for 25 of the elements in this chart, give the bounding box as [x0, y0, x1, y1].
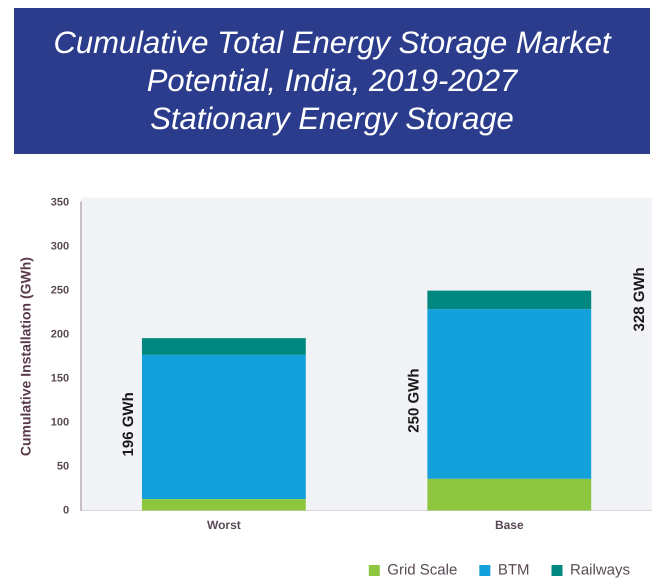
bar — [142, 338, 306, 355]
y-tick-label: 0 — [63, 504, 70, 517]
annotation: 328 GWh — [631, 267, 648, 332]
bar — [142, 499, 306, 511]
y-tick-label: 300 — [50, 240, 70, 253]
bar — [142, 354, 306, 500]
legend-label: BTM — [498, 562, 530, 579]
chart-subtitle: Stationary Energy Storage — [149, 100, 515, 138]
bar — [427, 290, 592, 310]
total-label: 196 GWh — [120, 392, 138, 456]
bar — [427, 478, 592, 511]
y-tick-label: 150 — [50, 372, 70, 385]
y-tick-label: 250 — [50, 284, 70, 297]
x-tick-label: Base — [494, 518, 524, 532]
y-tick-label: 100 — [50, 416, 70, 429]
chart-title: Cumulative Total Energy Storage Market Potential, India, 2019-2027 — [52, 24, 613, 100]
total-label: 250 GWh — [405, 368, 422, 433]
legend-label: Grid Scale — [387, 562, 458, 579]
x-tick-label: Worst — [206, 518, 241, 532]
y-tick-label: 50 — [56, 460, 70, 473]
bar — [427, 309, 592, 479]
y-axis-title: Cumulative Installation (GWh) — [17, 257, 34, 456]
legend-label: Railways — [570, 562, 630, 579]
y-tick-label: 200 — [50, 328, 70, 341]
y-tick-label: 350 — [50, 196, 70, 209]
